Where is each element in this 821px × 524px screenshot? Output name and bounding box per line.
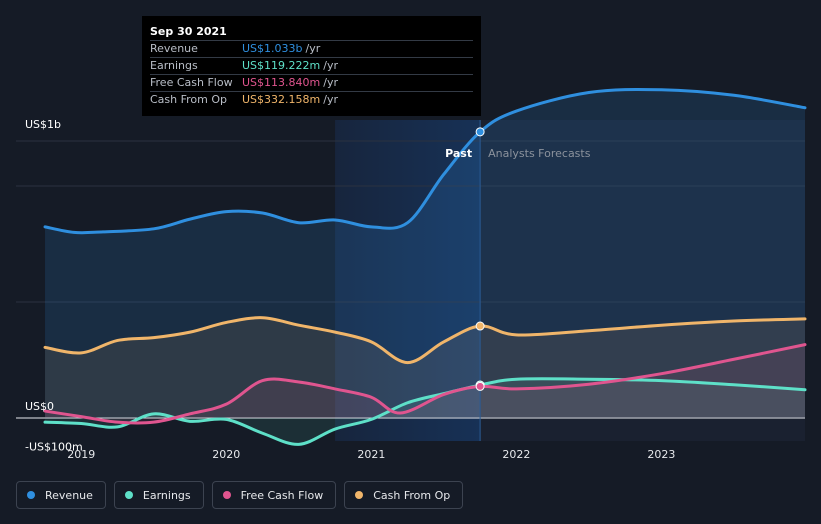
cash-from-op-dot-icon xyxy=(355,491,364,499)
tooltip-value: US$332.158m xyxy=(242,93,321,106)
y-tick-label: -US$100m xyxy=(25,441,83,454)
x-tick-label: 2021 xyxy=(357,448,385,461)
tooltip-row-revenue: Revenue US$1.033b /yr xyxy=(150,40,473,57)
tooltip-row-earnings: Earnings US$119.222m /yr xyxy=(150,57,473,74)
legend-item-cash-from-op[interactable]: Cash From Op xyxy=(344,481,464,509)
y-tick-label: US$0 xyxy=(25,400,54,413)
marker-cash-from-op xyxy=(475,321,485,331)
tooltip-label: Revenue xyxy=(150,42,198,55)
earnings-dot-icon xyxy=(124,491,133,499)
tooltip-value: US$1.033b xyxy=(242,42,303,55)
x-tick-label: 2023 xyxy=(647,448,675,461)
tooltip-row-cash-from-op: Cash From Op US$332.158m /yr xyxy=(150,91,473,108)
tooltip: Sep 30 2021 Revenue US$1.033b /yr Earnin… xyxy=(142,16,481,116)
series-lines xyxy=(43,87,807,446)
line-earnings xyxy=(43,377,807,446)
area-earnings xyxy=(45,378,806,445)
area-revenue xyxy=(45,89,806,418)
legend-label: Cash From Op xyxy=(373,488,451,502)
legend-item-revenue[interactable]: Revenue xyxy=(16,481,106,509)
legend-item-free-cash-flow[interactable]: Free Cash Flow xyxy=(211,481,337,509)
tooltip-row-free-cash-flow: Free Cash Flow US$113.840m /yr xyxy=(150,74,473,91)
tooltip-label: Cash From Op xyxy=(150,93,228,106)
gridlines xyxy=(16,140,805,419)
forecast-label: Analysts Forecasts xyxy=(488,147,591,160)
tooltip-value: US$119.222m xyxy=(242,59,321,72)
x-tick-label: 2020 xyxy=(212,448,240,461)
past-label: Past xyxy=(445,147,472,160)
tooltip-unit: /yr xyxy=(323,93,338,106)
x-tick-label: 2019 xyxy=(67,448,95,461)
line-cash-from-op xyxy=(43,316,807,365)
tooltip-unit: /yr xyxy=(305,42,321,55)
legend-item-earnings[interactable]: Earnings xyxy=(113,481,204,509)
line-revenue xyxy=(43,87,807,235)
marker-free-cash-flow xyxy=(475,381,485,391)
y-tick-label: US$1b xyxy=(25,118,61,131)
legend: Revenue Earnings Free Cash Flow Cash Fro… xyxy=(16,481,464,509)
tooltip-unit: /yr xyxy=(323,76,338,89)
series-areas xyxy=(45,89,806,445)
tooltip-date: Sep 30 2021 xyxy=(150,25,227,38)
revenue-dot-icon xyxy=(27,491,35,499)
area-free-cash-flow xyxy=(45,344,806,424)
tooltip-label: Free Cash Flow xyxy=(150,76,233,89)
tooltip-unit: /yr xyxy=(323,59,338,72)
legend-label: Revenue xyxy=(45,488,93,502)
line-free-cash-flow xyxy=(43,343,807,425)
legend-label: Earnings xyxy=(142,488,191,502)
legend-label: Free Cash Flow xyxy=(240,488,324,502)
free-cash-flow-dot-icon xyxy=(222,491,231,499)
area-cash-from-op xyxy=(45,317,806,418)
past-highlight-band xyxy=(335,120,481,441)
x-tick-label: 2022 xyxy=(502,448,530,461)
marker-revenue xyxy=(475,127,485,137)
forecast-markers xyxy=(475,127,485,391)
tooltip-value: US$113.840m xyxy=(242,76,321,89)
tooltip-label: Earnings xyxy=(150,59,198,72)
